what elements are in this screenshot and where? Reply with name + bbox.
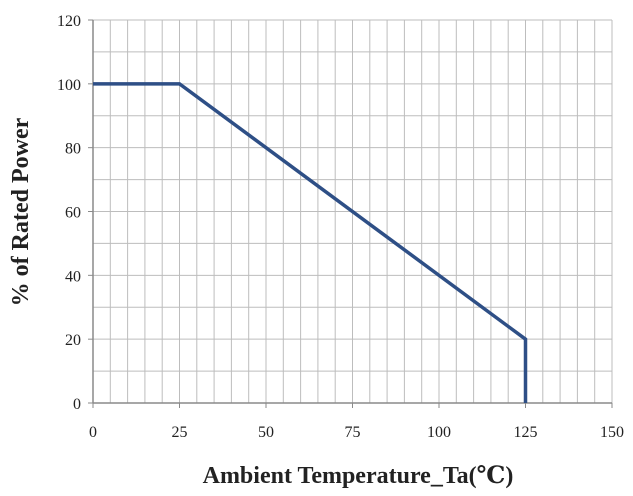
y-tick-label: 0 (73, 396, 81, 413)
x-axis-title: Ambient Temperature_Ta(℃) (203, 463, 514, 489)
x-tick-label: 150 (600, 424, 624, 441)
x-tick-label: 25 (172, 424, 188, 441)
y-tick-label: 20 (65, 332, 81, 349)
x-tick-label: 0 (89, 424, 97, 441)
derating-curve (93, 82, 528, 403)
y-tick-label: 100 (57, 77, 81, 94)
x-tick-label: 50 (258, 424, 274, 441)
y-tick-label: 60 (65, 205, 81, 222)
tick-labels: 0 25 50 75 100 125 150 0 20 40 60 80 100 120 (57, 13, 624, 441)
y-tick-label: 120 (57, 13, 81, 30)
y-axis-title: % of Rated Power (8, 117, 34, 306)
y-tick-label: 80 (65, 141, 81, 158)
series-layer (93, 82, 528, 403)
x-tick-label: 75 (345, 424, 361, 441)
x-tick-label: 100 (427, 424, 451, 441)
y-tick-label: 40 (65, 268, 81, 285)
x-tick-label: 125 (514, 424, 538, 441)
